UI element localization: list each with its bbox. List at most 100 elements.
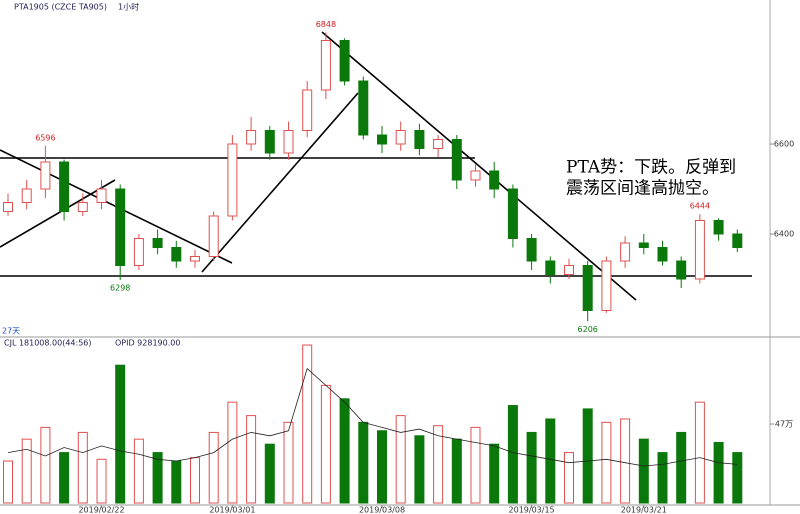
volume-bar (115, 364, 126, 504)
interval: 1小时 (118, 2, 139, 12)
candle-body (694, 220, 705, 280)
trend-line (0, 179, 116, 248)
volume-bar (545, 418, 556, 504)
oi-line (7, 367, 738, 467)
volume-bar (676, 431, 687, 504)
volume-bar (283, 421, 294, 504)
candle-body (77, 202, 88, 212)
candle-body (713, 220, 724, 235)
volume-bar (507, 405, 518, 504)
candle-body (190, 256, 200, 262)
candle-body (564, 265, 574, 275)
volume-bar (414, 435, 425, 504)
y-tick-label: 6600 (774, 140, 794, 149)
candle-body (115, 188, 126, 266)
x-tick-label: 2019/02/22 (78, 506, 124, 514)
candle-body (302, 89, 313, 131)
candle-body (620, 242, 631, 262)
oi-header: OPID 928190.00 (115, 339, 180, 348)
candle-body (3, 202, 13, 212)
candle-body (133, 238, 144, 266)
volume-bar (21, 438, 32, 504)
candle-body (59, 161, 70, 212)
candle-body (489, 170, 500, 190)
candle-body (152, 238, 163, 248)
volume-bar (395, 415, 406, 504)
x-tick-label: 2019/03/15 (509, 506, 555, 514)
y2-tick-label: 47万 (775, 420, 793, 429)
candle-body (451, 139, 462, 181)
volume-bar (96, 458, 107, 504)
candle-body (433, 139, 444, 149)
volume-bar (582, 408, 593, 504)
candle-body (246, 130, 257, 145)
volume-bar (40, 426, 51, 504)
candle-body (395, 130, 406, 145)
volume-bar (339, 398, 350, 504)
volume-bar (564, 452, 574, 504)
volume-bar (526, 431, 537, 504)
candle-body (339, 40, 350, 82)
volume-bar (171, 460, 182, 504)
price-label: 6298 (110, 283, 130, 292)
volume-bar (713, 442, 724, 504)
candle-body (208, 215, 219, 257)
volume-bar (190, 457, 200, 504)
volume-bar (451, 438, 462, 504)
volume-bar (302, 344, 313, 504)
candle-body (545, 260, 556, 275)
volume-bar (620, 418, 631, 504)
volume-bar (246, 415, 257, 504)
volume-bar (638, 438, 649, 504)
volume-bar (657, 452, 668, 504)
volume-bar (601, 421, 612, 504)
volume-bar (489, 443, 500, 504)
trend-lines (0, 31, 752, 301)
volume-bar (320, 384, 331, 504)
candle-body (171, 247, 182, 262)
volume-bar (59, 452, 70, 504)
candle-body (377, 134, 387, 145)
volume-bar (470, 426, 481, 504)
y-tick-label: 6400 (774, 230, 794, 239)
annotation: PTA势：下跌。反弹到 (566, 158, 736, 178)
candle-body (21, 188, 32, 203)
volume-bar (264, 443, 275, 504)
price-label: 6444 (690, 202, 710, 211)
volume-bar (3, 460, 13, 504)
x-tick-label: 2019/03/21 (621, 506, 667, 514)
volume-header: CJL 181008.00(44:56) (4, 339, 92, 348)
candle-body (96, 188, 107, 203)
candle-body (582, 265, 593, 311)
chart-title: PTA1905 (CZCE TA905) (14, 3, 107, 12)
volume-bar (152, 452, 163, 504)
price-label: 6206 (578, 325, 598, 334)
candle-body (507, 188, 518, 239)
trend-line (321, 31, 637, 301)
candle-body (676, 260, 687, 280)
candle-body (358, 80, 369, 136)
candle-body (283, 130, 294, 154)
candle-body (264, 130, 275, 154)
volume-bar (133, 438, 144, 504)
x-tick-label: 2019/03/01 (209, 506, 255, 514)
volume-bar (208, 431, 219, 504)
volume-bar (377, 430, 387, 504)
price-label: 6596 (35, 133, 55, 142)
volume-bar (227, 401, 238, 504)
candle-body (601, 260, 612, 311)
trend-line (201, 92, 359, 273)
volume-bar (732, 452, 743, 504)
x-tick-label: 2019/03/08 (359, 506, 405, 514)
candle-body (657, 247, 668, 262)
candle-body (732, 233, 743, 248)
volume-bar (694, 401, 705, 504)
candle-body (414, 130, 425, 149)
candle-body (320, 40, 331, 91)
period-label: 27天 (2, 327, 20, 336)
price-label: 6848 (316, 20, 336, 29)
annotation: 震荡区间逢高抛空。 (566, 179, 719, 199)
candle-body (470, 170, 481, 181)
volume-bar (358, 421, 369, 504)
